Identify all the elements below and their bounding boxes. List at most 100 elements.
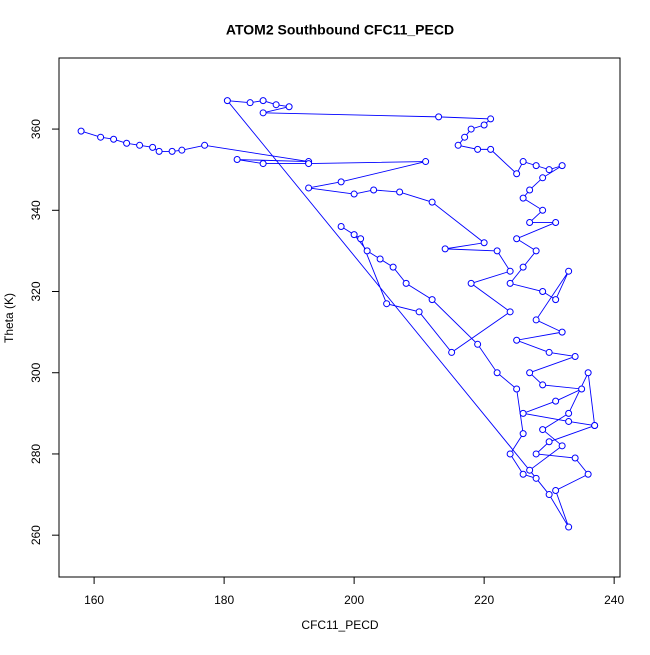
data-point	[519, 430, 527, 438]
data-point	[513, 336, 521, 344]
x-tick-label: 160	[84, 593, 104, 607]
data-point	[539, 381, 547, 389]
data-point	[539, 174, 547, 182]
data-point	[513, 235, 521, 243]
y-tick-label: 340	[29, 200, 43, 220]
data-point	[233, 156, 241, 164]
data-point	[467, 125, 475, 133]
data-point	[532, 450, 540, 458]
data-point	[558, 162, 566, 170]
chart-title: ATOM2 Southbound CFC11_PECD	[226, 22, 454, 38]
data-point	[370, 186, 378, 194]
data-point	[565, 409, 573, 417]
data-point	[337, 223, 345, 231]
data-point	[402, 279, 410, 287]
data-point	[552, 218, 560, 226]
data-point	[526, 466, 534, 474]
data-point	[565, 417, 573, 425]
data-point	[149, 143, 157, 151]
y-tick-label: 360	[29, 119, 43, 139]
data-point	[259, 160, 267, 168]
data-point	[591, 422, 599, 430]
data-point	[136, 141, 144, 149]
x-tick-label: 200	[344, 593, 364, 607]
data-point	[519, 470, 527, 478]
data-point	[422, 158, 430, 166]
data-point	[519, 263, 527, 271]
data-point	[201, 141, 209, 149]
data-point	[487, 115, 495, 123]
data-point	[223, 97, 231, 105]
data-point	[513, 170, 521, 178]
data-point	[519, 158, 527, 166]
data-point	[123, 139, 131, 147]
data-point	[506, 279, 514, 287]
data-point	[350, 231, 358, 239]
data-point	[97, 133, 105, 141]
data-point	[428, 296, 436, 304]
data-point	[545, 348, 553, 356]
data-point	[259, 109, 267, 117]
data-point	[376, 255, 384, 263]
data-point	[513, 385, 521, 393]
x-tick-label: 180	[214, 593, 234, 607]
data-point	[545, 491, 553, 499]
data-point	[532, 316, 540, 324]
data-point	[285, 103, 293, 111]
data-point	[493, 247, 501, 255]
data-point	[178, 146, 186, 154]
data-point	[558, 328, 566, 336]
data-point	[532, 162, 540, 170]
data-point	[506, 267, 514, 275]
data-point	[506, 450, 514, 458]
y-tick-label: 320	[29, 281, 43, 301]
data-point	[474, 340, 482, 348]
data-point	[506, 308, 514, 316]
data-point	[539, 288, 547, 296]
x-tick-label: 240	[604, 593, 624, 607]
x-tick-label: 220	[474, 593, 494, 607]
data-point	[552, 487, 560, 494]
data-point	[389, 263, 397, 271]
data-point	[428, 198, 436, 206]
data-point	[519, 409, 527, 417]
data-point	[584, 470, 592, 478]
data-point	[77, 127, 85, 135]
data-point	[552, 296, 560, 304]
data-point	[454, 141, 462, 149]
data-point	[532, 247, 540, 255]
y-tick-label: 260	[29, 525, 43, 545]
data-point	[480, 121, 488, 129]
x-axis-label: CFC11_PECD	[301, 618, 378, 632]
data-point	[532, 474, 540, 482]
data-point	[526, 186, 534, 194]
data-point	[357, 235, 365, 243]
data-point	[246, 99, 254, 107]
data-point	[565, 523, 573, 531]
data-point	[415, 308, 423, 316]
data-point	[558, 442, 566, 450]
data-point	[448, 348, 456, 356]
data-point	[363, 247, 371, 255]
data-line	[80, 100, 596, 528]
data-point	[539, 426, 547, 434]
data-point	[565, 267, 573, 275]
data-point	[571, 352, 579, 360]
data-point	[272, 101, 280, 109]
data-point	[350, 190, 358, 198]
data-point	[396, 188, 404, 196]
data-point	[461, 133, 469, 141]
data-point	[526, 218, 534, 226]
data-point	[155, 147, 163, 155]
y-axis-label: Theta (K)	[2, 293, 16, 343]
y-tick-label: 280	[29, 444, 43, 464]
data-point	[545, 166, 553, 174]
data-point	[337, 178, 345, 186]
data-point	[539, 206, 547, 214]
data-point	[578, 385, 586, 393]
data-point	[435, 113, 443, 121]
data-point	[493, 369, 501, 377]
data-point	[480, 239, 488, 247]
